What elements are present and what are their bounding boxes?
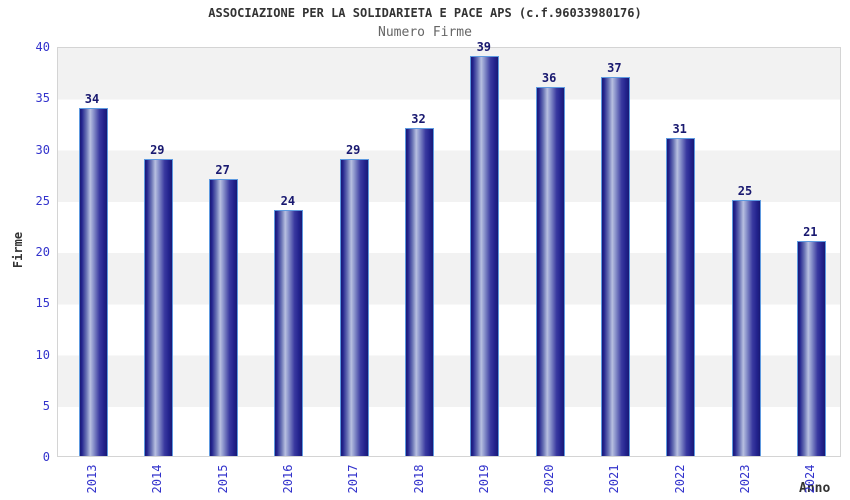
bar-2020 <box>535 87 565 456</box>
bar-2014 <box>143 158 173 456</box>
y-tick-label: 10 <box>35 347 50 362</box>
bar-2015 <box>209 179 239 456</box>
y-tick-label: 40 <box>35 40 50 54</box>
x-tick-label: 2021 <box>607 464 622 494</box>
x-tick-label: 2024 <box>803 464 818 494</box>
bar-2024 <box>796 240 826 456</box>
x-axis-label: Anno <box>799 481 831 496</box>
x-tick-label: 2020 <box>542 464 557 494</box>
x-tick-label: 2013 <box>85 464 99 494</box>
bar-value-label: 32 <box>411 112 426 126</box>
x-tick-label: 2016 <box>280 464 295 494</box>
y-tick-label: 0 <box>42 450 50 464</box>
y-tick-label: 5 <box>42 398 50 413</box>
x-tick-label: 2023 <box>738 464 752 494</box>
bar-2023 <box>731 199 761 456</box>
bar-value-label: 34 <box>84 91 100 106</box>
x-tick-label: 2014 <box>150 464 165 494</box>
bar-value-label: 24 <box>280 194 296 208</box>
chart-title: ASSOCIAZIONE PER LA SOLIDARIETA E PACE A… <box>208 6 642 20</box>
bar-value-label: 36 <box>541 71 557 85</box>
x-tick-label: 2017 <box>346 464 361 494</box>
chart-subtitle: Numero Firme <box>378 25 472 40</box>
y-tick-label: 30 <box>35 142 50 157</box>
bar-value-label: 25 <box>737 183 753 198</box>
bar-2022 <box>666 138 696 456</box>
plot-area <box>57 47 841 457</box>
y-tick-label: 35 <box>35 91 50 106</box>
x-tick-label: 2018 <box>411 464 426 494</box>
x-tick-label: 2019 <box>476 464 491 494</box>
bar-value-label: 27 <box>215 163 230 178</box>
y-tick-label: 25 <box>35 193 50 208</box>
bar-value-label: 31 <box>672 122 687 137</box>
bar-2019 <box>470 56 500 456</box>
bar-2013 <box>78 107 108 456</box>
bar-2017 <box>339 158 369 456</box>
bar-value-label: 29 <box>345 142 361 157</box>
bar-2021 <box>600 76 630 456</box>
bar-value-label: 29 <box>150 142 165 157</box>
x-tick-label: 2015 <box>215 464 230 494</box>
y-tick-label: 20 <box>35 245 50 259</box>
bar-2018 <box>405 128 434 456</box>
bar-value-label: 37 <box>607 60 622 75</box>
bar-value-label: 39 <box>476 40 492 55</box>
bar-value-label: 21 <box>803 224 818 239</box>
bar-2016 <box>274 210 304 456</box>
y-tick-label: 15 <box>35 296 50 311</box>
x-tick-label: 2022 <box>672 464 687 494</box>
